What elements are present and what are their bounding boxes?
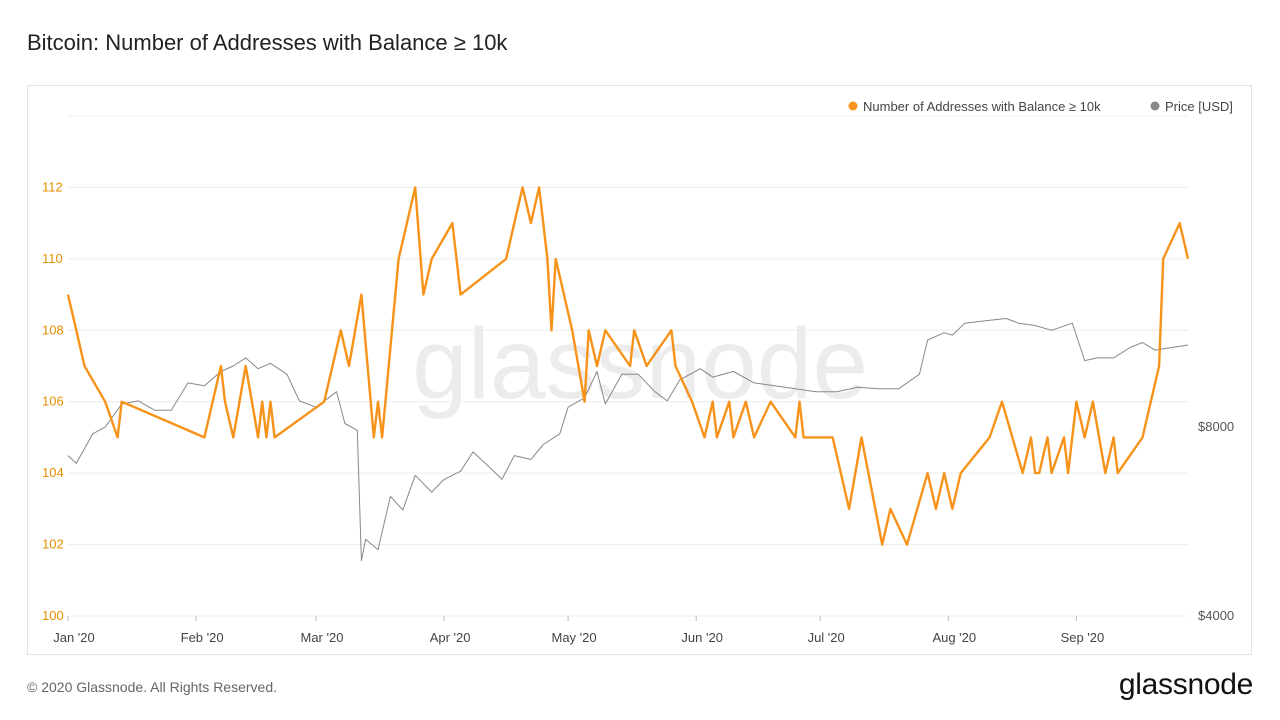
series-lines (66, 186, 1190, 562)
x-tick-label: Apr '20 (430, 630, 471, 645)
legend-marker (848, 101, 858, 111)
series-line-price (67, 318, 1189, 562)
left-axis-ticks: 100 102 104 106 108 110 112 (42, 179, 64, 623)
x-tick-label: Jan '20 (53, 630, 95, 645)
legend-item-price[interactable]: Price [USD] (1150, 99, 1233, 114)
y-left-tick-label: 106 (42, 394, 64, 409)
y-left-tick-label: 112 (42, 179, 63, 194)
x-tick-label: Sep '20 (1061, 630, 1105, 645)
y-left-tick-label: 104 (42, 465, 64, 480)
y-left-tick-label: 100 (42, 608, 64, 623)
glassnode-logo[interactable]: glassnode (1118, 668, 1253, 701)
x-tick-label: Jul '20 (808, 630, 845, 645)
x-tick-label: May '20 (552, 630, 597, 645)
legend-label: Number of Addresses with Balance ≥ 10k (863, 99, 1101, 114)
series-line-addresses (66, 186, 1190, 546)
x-tick-label: Mar '20 (300, 630, 343, 645)
y-left-tick-label: 108 (42, 322, 64, 337)
y-left-tick-label: 110 (42, 251, 63, 266)
y-right-tick-label: $4000 (1198, 608, 1234, 623)
legend-label: Price [USD] (1165, 99, 1233, 114)
legend[interactable]: Number of Addresses with Balance ≥ 10k Pr… (848, 99, 1233, 114)
y-left-tick-label: 102 (42, 537, 64, 552)
page-title: Bitcoin: Number of Addresses with Balanc… (27, 30, 508, 55)
x-axis-ticks: Jan '20 Feb '20 Mar '20 Apr '20 May '20 Jun '… (53, 616, 1104, 645)
legend-marker (1150, 101, 1160, 111)
copyright-text: © 2020 Glassnode. All Rights Reserved. (27, 679, 278, 695)
gridlines (68, 115, 1188, 617)
legend-item-addresses[interactable]: Number of Addresses with Balance ≥ 10k (848, 99, 1102, 114)
x-tick-label: Feb '20 (181, 630, 224, 645)
right-axis-ticks: $4000 $8000 (1198, 419, 1234, 623)
x-tick-label: Aug '20 (932, 630, 976, 645)
y-right-tick-label: $8000 (1198, 419, 1234, 434)
x-tick-label: Jun '20 (681, 630, 723, 645)
chart-panel: glassnode 100 102 104 106 108 110 112 $4000 $80… (27, 85, 1252, 655)
